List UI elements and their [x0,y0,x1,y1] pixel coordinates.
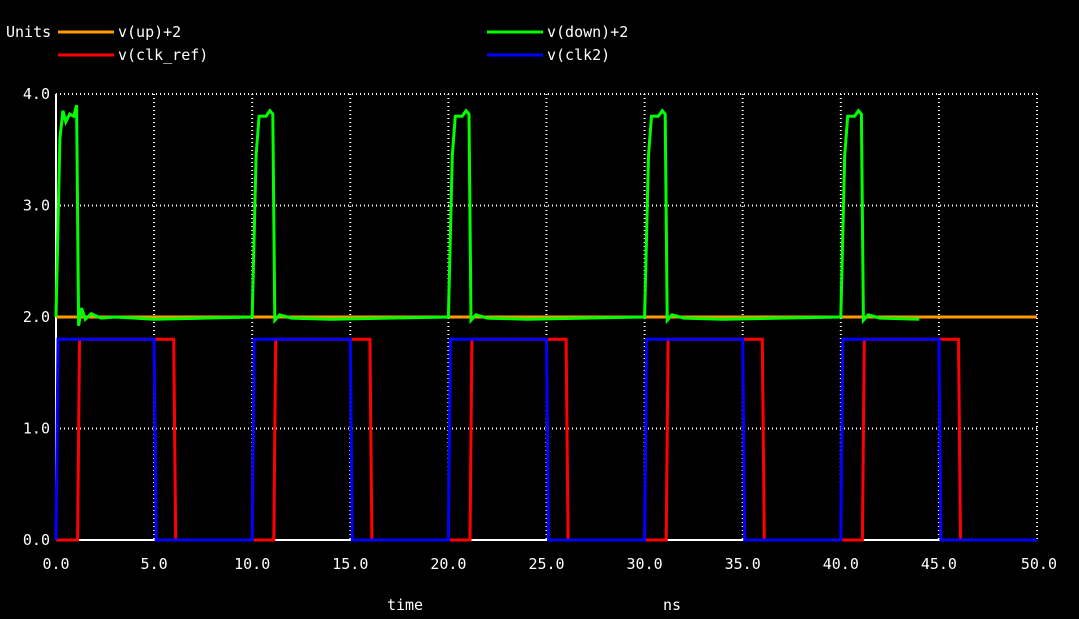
series-clk2 [54,337,1037,542]
y-tick-label: 4.0 [23,85,50,103]
x-tick-label: 50.0 [1021,555,1057,573]
legend-label-clk2: v(clk2) [547,46,610,64]
series-group [54,104,1037,542]
x-tick-label: 0.0 [42,555,69,573]
y-axis-label: Units [6,23,51,41]
x-tick-label: 15.0 [332,555,368,573]
legend-label-clk-ref: v(clk_ref) [118,46,208,64]
y-tick-label: 2.0 [23,308,50,326]
legend-label-down: v(down)+2 [547,23,628,41]
legend: v(up)+2 v(clk_ref) v(down)+2 v(clk2) [58,23,628,64]
x-tick-label: 5.0 [141,555,168,573]
y-tick-label: 1.0 [23,420,50,438]
x-tick-label: 10.0 [234,555,270,573]
legend-label-up: v(up)+2 [118,23,181,41]
x-axis-unit: ns [663,596,681,614]
tick-labels: 0.0 5.0 10.0 15.0 20.0 25.0 30.0 35.0 40.0 45.0 50… [23,85,1057,573]
x-axis-label: time [387,596,423,614]
x-tick-label: 35.0 [725,555,761,573]
x-tick-label: 30.0 [627,555,663,573]
x-tick-label: 45.0 [921,555,957,573]
y-tick-label: 0.0 [23,531,50,549]
x-tick-label: 40.0 [823,555,859,573]
y-tick-label: 3.0 [23,197,50,215]
x-tick-label: 20.0 [430,555,466,573]
series-down [54,104,920,327]
x-tick-label: 25.0 [528,555,564,573]
